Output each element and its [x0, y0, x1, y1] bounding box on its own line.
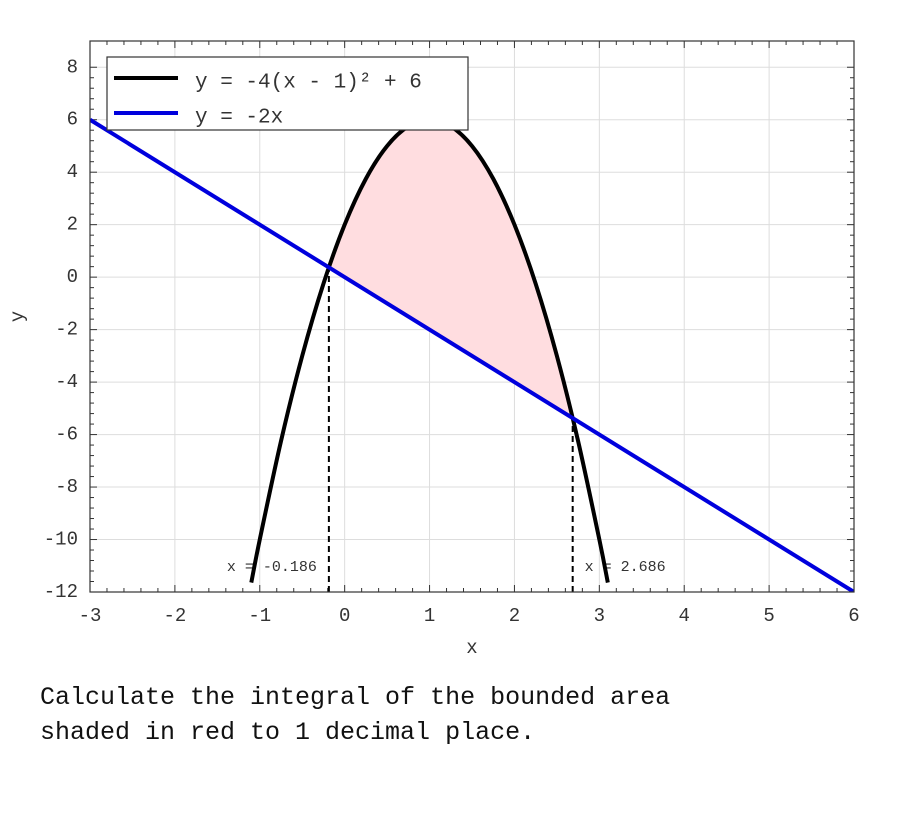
y-axis-label: y [7, 311, 29, 322]
y-tick-label: -10 [44, 529, 78, 551]
x-tick-label: -3 [79, 605, 102, 627]
x-axis-label: x [466, 637, 477, 659]
y-tick-label: 2 [67, 214, 78, 236]
x-tick-label: -2 [163, 605, 186, 627]
y-tick-label: 4 [67, 161, 78, 183]
annotation-label: x = 2.686 [585, 559, 666, 576]
question-line: Calculate the integral of the bounded ar… [40, 683, 671, 712]
y-tick-label: -4 [55, 371, 78, 393]
shaded-area [327, 118, 574, 420]
y-tick-label: -8 [55, 476, 78, 498]
question-line: shaded in red to 1 decimal place. [40, 718, 536, 747]
annotation-label: x = -0.186 [227, 559, 317, 576]
line-series [90, 118, 854, 592]
y-tick-label: -6 [55, 424, 78, 446]
x-tick-label: 2 [509, 605, 520, 627]
x-tick-label: 1 [424, 605, 435, 627]
y-tick-label: 6 [67, 109, 78, 131]
legend-box [106, 56, 469, 131]
x-tick-label: 5 [763, 605, 774, 627]
legend-label: y = -4(x - 1)² + 6 [195, 72, 422, 95]
x-tick-label: -1 [248, 605, 271, 627]
x-tick-label: 3 [594, 605, 605, 627]
x-tick-label: 0 [339, 605, 350, 627]
legend-label: y = -2x [195, 107, 283, 130]
question: Calculate the integral of the bounded ar… [40, 680, 670, 750]
x-tick-label: 6 [848, 605, 859, 627]
y-tick-label: 8 [67, 56, 78, 78]
y-tick-label: 0 [67, 266, 78, 288]
y-tick-label: -12 [44, 581, 78, 603]
x-tick-label: 4 [679, 605, 690, 627]
plot-frame [89, 40, 855, 593]
y-tick-label: -2 [55, 319, 78, 341]
